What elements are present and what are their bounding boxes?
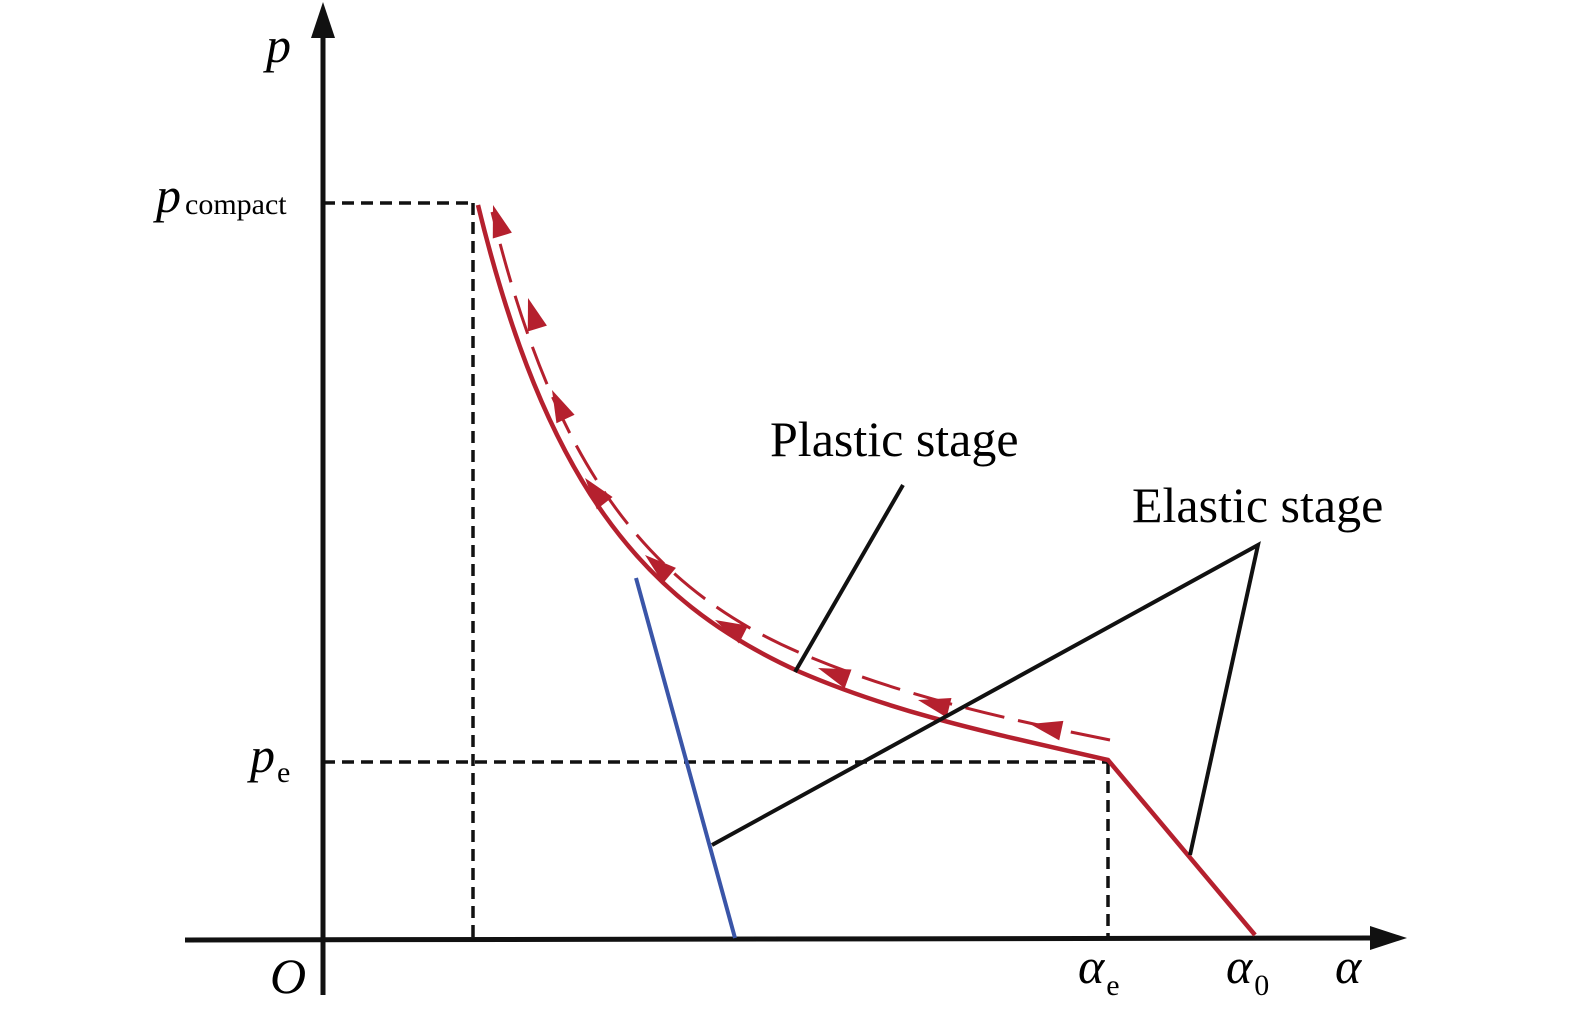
y-axis-arrow — [311, 2, 335, 38]
subscript: compact — [185, 188, 287, 221]
symbol: p — [153, 167, 181, 223]
guide-lines — [323, 201, 1110, 940]
symbol: α — [1226, 938, 1254, 994]
x-axis-label: α — [1335, 938, 1363, 994]
arrow-head — [1030, 720, 1064, 741]
arrow-head — [645, 555, 676, 584]
arrow-head — [715, 620, 749, 644]
symbol: p — [247, 727, 275, 783]
arrow-head — [918, 698, 952, 718]
symbol: α — [1078, 938, 1106, 994]
leader-line — [711, 541, 1261, 856]
leader-lines — [711, 483, 1261, 856]
x-mark-label: αe — [1078, 938, 1120, 1002]
annotation: Elastic stage — [1132, 477, 1383, 533]
x-axis-arrow — [1370, 926, 1407, 950]
y-axis-label: p — [263, 17, 291, 73]
arrow-head — [818, 668, 852, 689]
arrow-head — [552, 390, 575, 424]
subscript: 0 — [1254, 969, 1269, 1002]
arrow-head — [585, 478, 613, 510]
arrow-head — [527, 298, 547, 332]
leader-line — [793, 483, 905, 674]
subscript: e — [277, 756, 290, 789]
origin-label: O — [270, 948, 306, 1004]
compaction-curve — [475, 204, 1257, 937]
subscript: e — [1106, 969, 1119, 1002]
loading-path — [490, 211, 1111, 742]
unloading-line — [634, 577, 737, 939]
y-mark-label: p compact — [153, 167, 287, 223]
annotation: Plastic stage — [770, 411, 1019, 467]
x-axis — [184, 935, 1376, 943]
y-mark-label: pe — [247, 727, 290, 789]
loading-arrows — [492, 205, 1064, 741]
x-mark-label: α0 — [1226, 938, 1269, 1002]
arrow-head — [492, 205, 512, 239]
